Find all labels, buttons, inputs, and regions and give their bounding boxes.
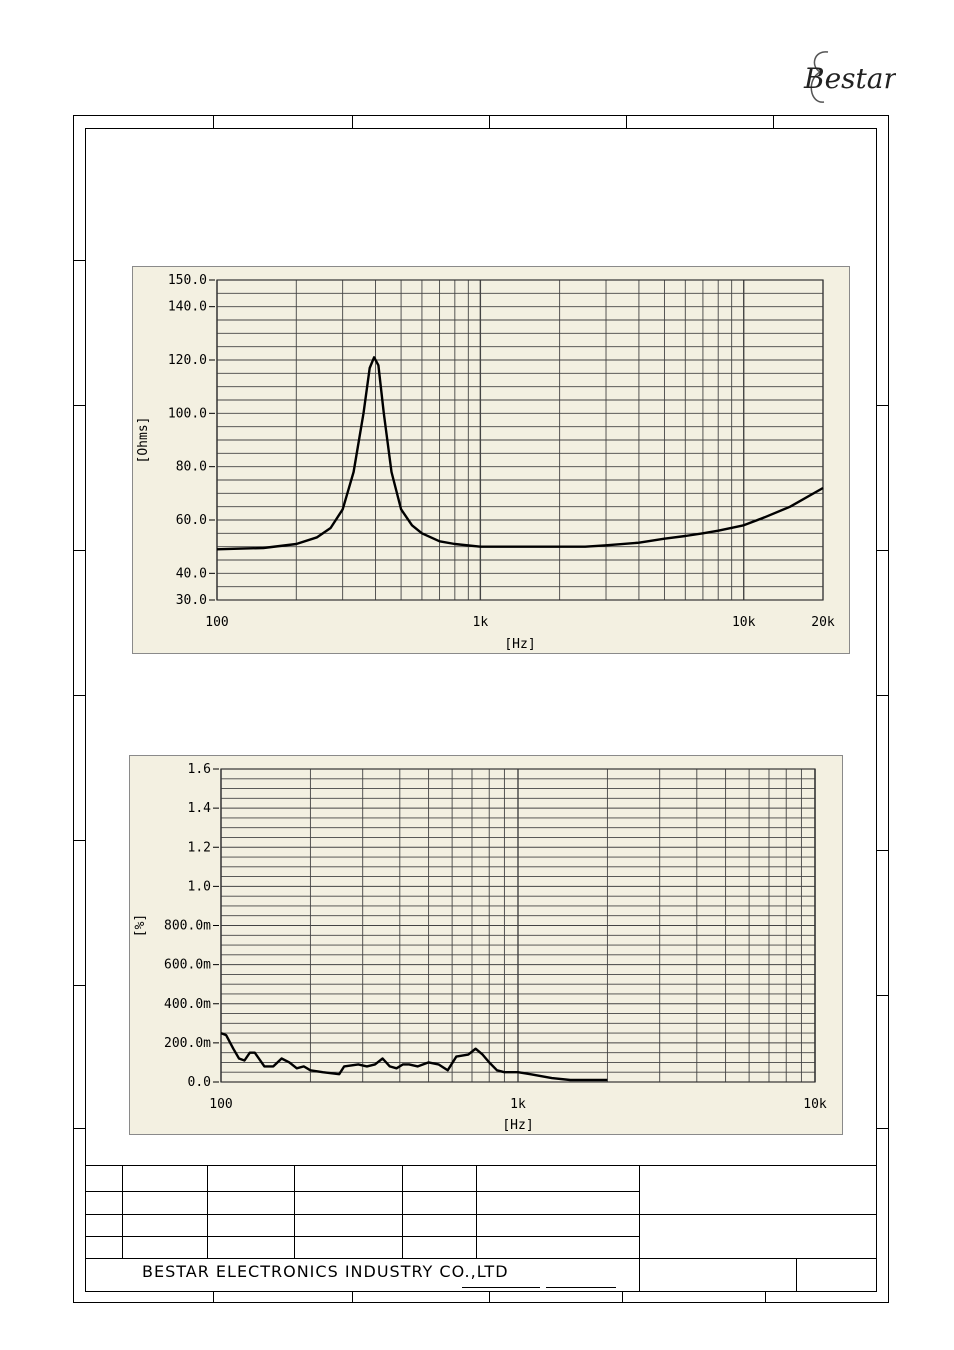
frame-tick [877, 1128, 889, 1129]
y-tick-label: 600.0m [164, 958, 211, 973]
frame-tick [213, 1291, 214, 1303]
y-tick-label: 100.0 [168, 406, 207, 421]
frame-tick [877, 405, 889, 406]
frame-tick [489, 115, 490, 128]
y-axis-title: [%] [133, 914, 148, 937]
signature-line [462, 1287, 540, 1288]
title-block-line [85, 1214, 877, 1215]
impedance-chart-svg: 30.0 40.0 60.0 80.0 100.0 120.0 140.0 150.0 100 1… [136, 273, 835, 652]
distortion-chart: 0.0 200.0m 400.0m 600.0m 800.0m 1.0 1.2 1.4 1.6 1… [129, 755, 843, 1135]
title-block-line [476, 1165, 477, 1258]
frame-tick [73, 550, 85, 551]
frame-tick [877, 695, 889, 696]
x-tick-label: 10k [732, 615, 756, 630]
company-name: BESTAR ELECTRONICS INDUSTRY CO.,LTD [142, 1262, 509, 1281]
title-block-line [402, 1165, 403, 1258]
series-line [216, 356, 824, 551]
y-tick-label: 200.0m [164, 1036, 211, 1051]
frame-tick [73, 840, 85, 841]
frame-tick [73, 695, 85, 696]
x-tick-label: 1k [473, 615, 489, 630]
y-tick-label: 400.0m [164, 997, 211, 1012]
x-tick-label: 10k [803, 1097, 827, 1112]
frame-tick [352, 115, 353, 128]
frame-tick [877, 550, 889, 551]
y-axis-title: [Ohms] [136, 417, 151, 464]
drawing-frame-outer [73, 115, 889, 1303]
signature-line [546, 1287, 616, 1288]
title-block-line [85, 1165, 877, 1166]
y-tick-label: 120.0 [168, 353, 207, 368]
y-tick-label: 150.0 [168, 273, 207, 288]
y-tick-label: 80.0 [176, 460, 207, 475]
y-tick-label: 60.0 [176, 513, 207, 528]
x-axis-title: [Hz] [504, 637, 535, 652]
x-tick-label: 100 [209, 1097, 232, 1112]
y-tick-label: 0.0 [188, 1075, 211, 1090]
impedance-chart: 30.0 40.0 60.0 80.0 100.0 120.0 140.0 150.0 100 1… [132, 266, 850, 654]
y-tick-label: 40.0 [176, 566, 207, 581]
title-block-line [85, 1258, 877, 1259]
title-block-line [796, 1258, 797, 1292]
frame-tick [489, 1291, 490, 1303]
y-tick-label: 1.6 [188, 762, 211, 777]
drawing-frame-inner [85, 128, 877, 1292]
frame-tick [213, 115, 214, 128]
x-tick-label: 20k [811, 615, 835, 630]
y-tick-label: 1.4 [188, 801, 212, 816]
title-block-line [122, 1165, 123, 1258]
y-tick-label: 140.0 [168, 300, 207, 315]
frame-tick [73, 985, 85, 986]
frame-tick [73, 1128, 85, 1129]
logo-text: Bestar [803, 62, 896, 95]
frame-tick [622, 1291, 623, 1303]
x-tick-label: 100 [205, 615, 228, 630]
series-line [220, 1031, 608, 1082]
title-block-line [85, 1191, 640, 1192]
title-block-line [639, 1165, 640, 1292]
frame-tick [765, 1291, 766, 1303]
title-block [85, 1165, 877, 1292]
frame-tick [626, 115, 627, 128]
y-tick-label: 1.2 [188, 840, 211, 855]
title-block-line [207, 1165, 208, 1258]
plot-area-border [220, 768, 816, 1083]
title-block-line [294, 1165, 295, 1258]
frame-tick [877, 850, 889, 851]
bestar-logo: Bestar [803, 51, 896, 103]
title-block-line [85, 1236, 640, 1237]
frame-tick [877, 995, 889, 996]
x-axis-title: [Hz] [502, 1118, 533, 1133]
frame-tick [73, 260, 85, 261]
y-tick-label: 30.0 [176, 593, 207, 608]
frame-tick [773, 115, 774, 128]
frame-tick [73, 405, 85, 406]
plot-area-border [216, 279, 824, 601]
y-tick-label: 1.0 [188, 879, 211, 894]
distortion-chart-svg: 0.0 200.0m 400.0m 600.0m 800.0m 1.0 1.2 1.4 1.6 1… [133, 762, 827, 1133]
x-tick-label: 1k [510, 1097, 526, 1112]
frame-tick [352, 1291, 353, 1303]
y-tick-label: 800.0m [164, 919, 211, 934]
